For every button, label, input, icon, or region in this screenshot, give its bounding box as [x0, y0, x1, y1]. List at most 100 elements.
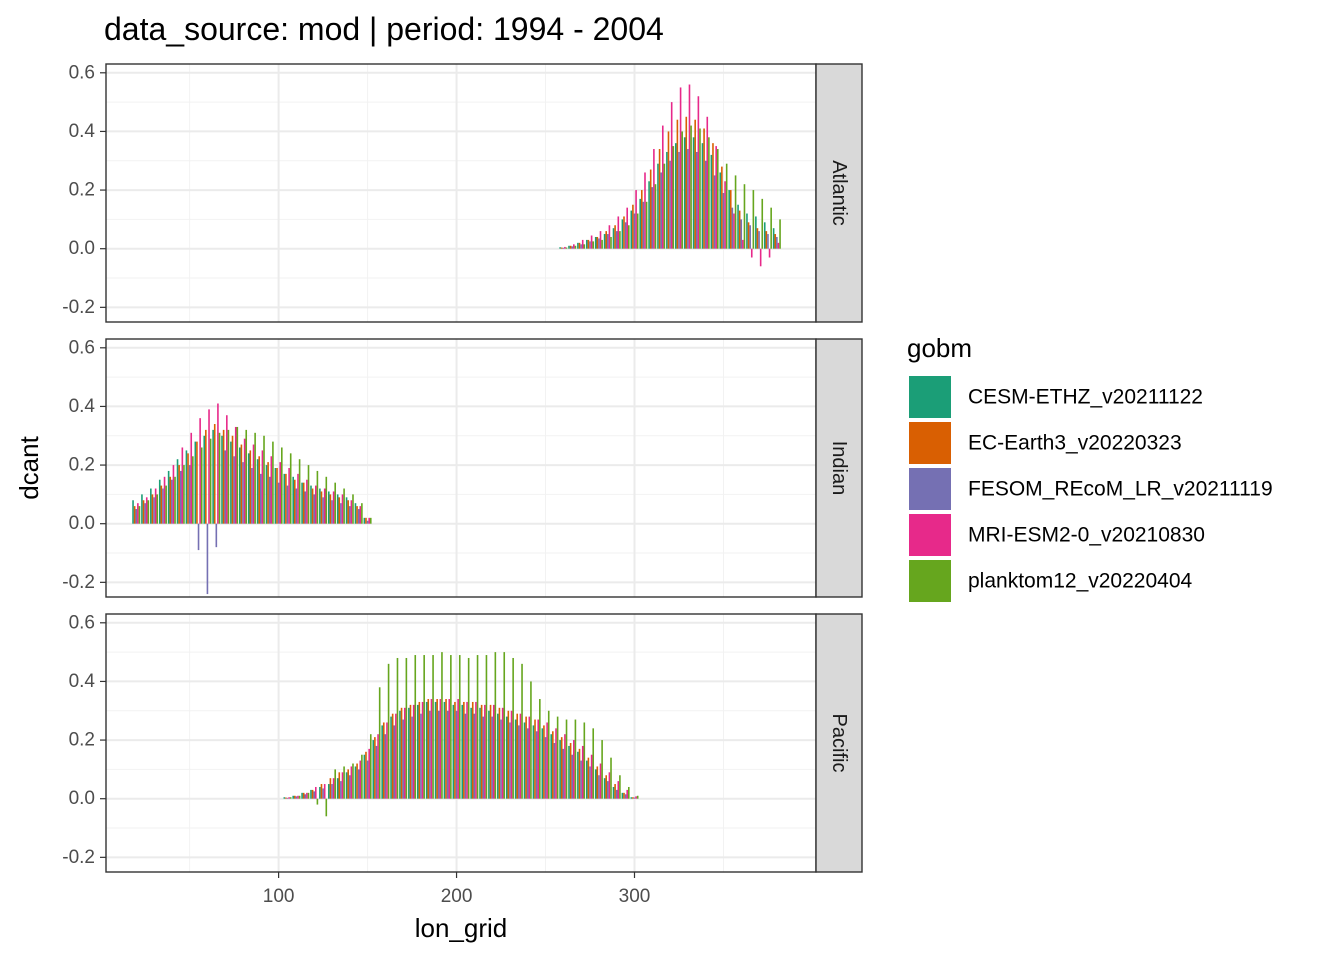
bar [676, 119, 679, 249]
bar [348, 775, 351, 799]
bar [681, 131, 683, 249]
bar [476, 655, 479, 799]
bar [138, 506, 141, 524]
bar [301, 792, 303, 799]
bar [667, 131, 670, 249]
bar [347, 769, 349, 799]
bar [630, 797, 633, 799]
bar [658, 149, 661, 249]
bar [185, 450, 188, 524]
x-axis-title: lon_grid [415, 913, 508, 943]
bar [288, 797, 290, 799]
bar [767, 234, 769, 249]
bar [393, 725, 396, 799]
bar [141, 494, 143, 524]
bar [338, 772, 341, 799]
bar [546, 722, 548, 799]
bar [402, 719, 404, 799]
bar [636, 795, 639, 799]
bar [480, 704, 483, 799]
legend-title: gobm [907, 333, 972, 363]
bar [399, 710, 401, 799]
bar [467, 657, 470, 799]
facet-strip-label: Pacific [828, 714, 850, 773]
bar [178, 465, 180, 524]
bar [350, 500, 353, 524]
bar [421, 701, 424, 799]
bar [743, 184, 746, 249]
bar [768, 248, 771, 258]
bar [514, 719, 517, 799]
bar [144, 503, 146, 524]
bar [242, 462, 244, 524]
bar [577, 751, 579, 799]
bar [386, 722, 388, 799]
bar [750, 248, 753, 258]
bar [544, 737, 547, 799]
bar [590, 235, 593, 249]
bar [427, 699, 430, 799]
bar [645, 201, 648, 249]
bar [336, 494, 339, 524]
bar [475, 701, 477, 799]
bar [254, 432, 256, 524]
bar [348, 506, 351, 524]
bar [150, 488, 152, 524]
y-tick-label: -0.2 [62, 572, 95, 593]
bar [190, 432, 193, 524]
bar [245, 429, 248, 524]
bar [217, 403, 219, 524]
y-tick-label: 0.4 [69, 121, 96, 142]
bar [457, 699, 459, 799]
bar [372, 740, 375, 799]
bar [368, 748, 370, 799]
bar [722, 193, 725, 249]
bar [384, 734, 387, 799]
bar [302, 482, 305, 524]
bar [430, 699, 433, 799]
bar [648, 181, 650, 249]
bar [710, 154, 713, 249]
bar [535, 731, 538, 799]
y-tick-label: 0.6 [69, 612, 95, 633]
bar [387, 663, 390, 799]
bar [212, 429, 214, 524]
bar [574, 719, 577, 799]
bar [311, 488, 314, 524]
bar [737, 204, 739, 249]
bar [599, 231, 602, 249]
bar [356, 763, 358, 799]
bar [466, 701, 468, 799]
legend-swatch [909, 560, 951, 602]
bar [334, 769, 336, 799]
bar [163, 476, 166, 524]
bar [359, 760, 362, 799]
bar [761, 198, 764, 249]
bar [568, 245, 570, 249]
bar [596, 766, 599, 799]
bar [304, 794, 307, 799]
bar [322, 497, 324, 524]
bar [354, 766, 357, 799]
bar [411, 716, 413, 799]
bar [734, 175, 737, 249]
y-tick-label: 0.6 [69, 62, 95, 83]
bar [583, 244, 586, 249]
bar [366, 760, 369, 799]
bar [206, 523, 209, 595]
bar [619, 775, 621, 799]
bar [270, 456, 273, 524]
bar [663, 163, 666, 249]
bar [589, 766, 591, 799]
bar [289, 797, 292, 799]
bar [369, 734, 372, 799]
bar [176, 459, 179, 524]
legend-label: planktom12_v20220404 [968, 570, 1193, 593]
bar [740, 219, 743, 249]
bar [209, 438, 212, 524]
bar [320, 491, 323, 524]
bar [473, 713, 476, 799]
bar [669, 160, 671, 249]
bar [614, 784, 616, 799]
bar [485, 655, 488, 799]
